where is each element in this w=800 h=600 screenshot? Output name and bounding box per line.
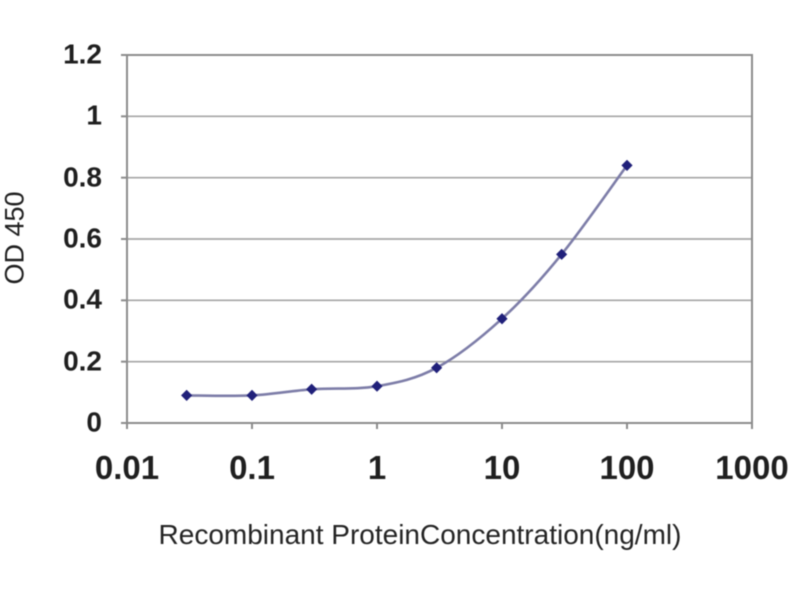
data-point-marker bbox=[371, 380, 383, 392]
x-tick-label: 1000 bbox=[715, 449, 789, 486]
x-tick-label: 1 bbox=[367, 449, 387, 486]
y-tick-label: 0.2 bbox=[63, 345, 102, 377]
x-tick-label: 0.01 bbox=[94, 449, 160, 486]
data-point-marker bbox=[496, 313, 508, 325]
data-point-marker bbox=[246, 389, 258, 401]
y-tick-label: 0.8 bbox=[63, 161, 102, 193]
data-point-marker bbox=[306, 383, 318, 395]
x-tick-label: 10 bbox=[483, 449, 521, 486]
y-tick-label: 1 bbox=[86, 99, 102, 131]
data-point-marker bbox=[621, 159, 633, 171]
data-point-marker bbox=[431, 362, 443, 374]
y-tick-label: 0.6 bbox=[63, 222, 102, 254]
y-tick-label: 1.2 bbox=[63, 38, 102, 70]
y-axis-title: OD 450 bbox=[0, 191, 30, 285]
x-tick-label: 0.1 bbox=[229, 449, 275, 486]
data-point-marker bbox=[181, 389, 193, 401]
x-axis-title: Recombinant ProteinConcentration(ng/ml) bbox=[158, 519, 682, 550]
data-point-marker bbox=[556, 248, 568, 260]
y-tick-label: 0.4 bbox=[63, 283, 102, 315]
y-tick-label: 0 bbox=[86, 406, 102, 438]
x-tick-label: 100 bbox=[599, 449, 655, 486]
